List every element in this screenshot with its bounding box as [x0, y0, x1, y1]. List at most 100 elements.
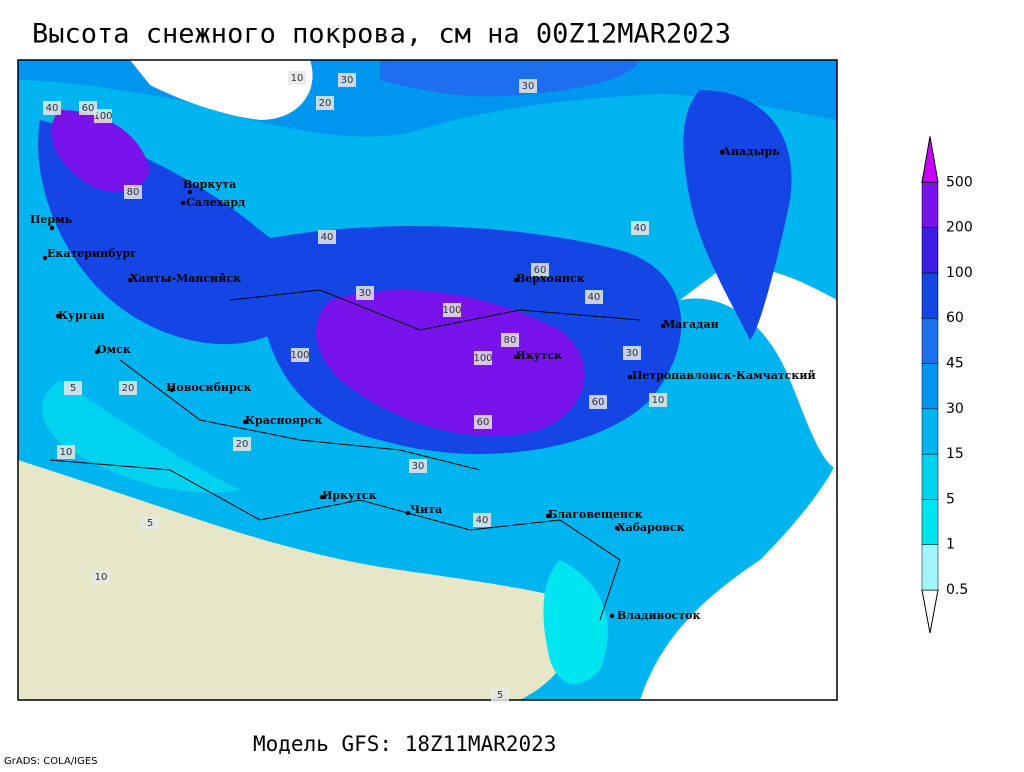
snow-south [41, 380, 241, 493]
model-label: Модель GFS: 18Z11MAR2023 [253, 732, 556, 756]
contour-label-box [316, 96, 334, 110]
contour-label-box [288, 71, 306, 85]
contour-label-box [92, 570, 110, 584]
credit: GrADS: COLA/IGES [4, 756, 98, 767]
contour-label-box [519, 79, 537, 93]
contour-label: 100 [442, 305, 461, 316]
contour-label-box [79, 101, 97, 115]
city-dot [180, 200, 186, 206]
map [18, 60, 837, 700]
contour-label-box [43, 101, 61, 115]
city-dot [49, 225, 55, 231]
contour-label: 40 [46, 103, 59, 114]
contour-label-box [531, 263, 549, 277]
city-label: Петропавловск-Камчатский [632, 369, 816, 382]
contour-label: 30 [341, 75, 354, 86]
contour-label: 60 [534, 265, 547, 276]
city-dot [55, 313, 61, 319]
contour-label-box [338, 73, 356, 87]
contour-label: 40 [476, 515, 489, 526]
city-label: Хабаровск [617, 521, 684, 534]
colorbar-label: 500 [946, 174, 973, 190]
city-label: Чита [410, 503, 442, 516]
city-dot [169, 387, 175, 393]
contour-label: 20 [122, 383, 135, 394]
contour-label: 30 [522, 81, 535, 92]
colorbar-label: 0.5 [946, 582, 968, 598]
snow-chukotka [683, 90, 792, 340]
city-label: Иркутск [322, 489, 377, 502]
city-label: Омск [97, 343, 131, 356]
contour-label: 40 [321, 232, 334, 243]
city-label: Курган [58, 309, 105, 322]
colorbar-label: 60 [946, 310, 964, 326]
contour-label: 40 [634, 223, 647, 234]
city-dot [513, 277, 519, 283]
colorbar-bin [921, 453, 939, 500]
contour-label-box [64, 381, 82, 395]
contour-label-box [473, 513, 491, 527]
city-label: Якутск [516, 349, 562, 362]
title: Высота снежного покрова, см на 00Z12MAR2… [32, 19, 731, 50]
contour-label-box [491, 688, 509, 702]
city-dot [627, 374, 633, 380]
contour-label: 100 [290, 350, 309, 361]
contour-label-box [356, 286, 374, 300]
contour-label-box [141, 516, 159, 530]
city-dot [127, 277, 133, 283]
contour-label: 40 [588, 292, 601, 303]
city-dot [513, 354, 519, 360]
contour-label-box [233, 437, 251, 451]
city-label: Новосибирск [166, 381, 251, 394]
colorbar-bin [921, 499, 939, 545]
colorbar-over [921, 136, 939, 183]
city-label: Анадырь [722, 145, 780, 158]
colorbar-bin [921, 363, 939, 410]
pacific [640, 460, 837, 700]
city-dot [405, 510, 411, 516]
colorbar-label: 30 [946, 401, 964, 417]
city-dot [242, 419, 248, 425]
contour-label-box [474, 415, 492, 429]
city-label: Благовещенск [548, 508, 643, 521]
contour-label: 30 [412, 461, 425, 472]
contour-label-box [94, 109, 112, 123]
snow-primorye [543, 560, 608, 684]
contour-label-box [57, 445, 75, 459]
city-label: Екатеринбург [47, 247, 137, 260]
contour-label: 20 [236, 439, 249, 450]
colorbar-bin [921, 317, 939, 364]
colorbar-label: 15 [946, 446, 964, 462]
city-dot [42, 255, 48, 261]
city-dot [609, 613, 615, 619]
borders [49, 289, 641, 621]
sea-ice [380, 60, 640, 97]
contour-label: 100 [473, 353, 492, 364]
colorbar-under [921, 589, 939, 634]
city-label: Магадан [663, 318, 719, 331]
contour-label: 10 [60, 447, 73, 458]
city-label: Салехард [186, 196, 245, 209]
contour-label: 60 [477, 417, 490, 428]
contour-label-box [119, 381, 137, 395]
contour-label-box [585, 290, 603, 304]
contour-label: 20 [319, 98, 332, 109]
contour-label: 10 [95, 572, 108, 583]
contour-label: 10 [291, 73, 304, 84]
colorbar-label: 200 [946, 220, 973, 236]
city-dot [660, 323, 666, 329]
city-dot [187, 189, 193, 195]
city-label: Воркута [183, 178, 236, 191]
contour-label: 60 [82, 103, 95, 114]
contour-label-box [409, 459, 427, 473]
colorbar-label: 5 [946, 491, 955, 507]
snow-deep [316, 290, 585, 437]
city-dot [545, 513, 551, 519]
contour-label-box [291, 348, 309, 362]
contour-label-box [631, 221, 649, 235]
colorbar-label: 100 [946, 265, 973, 281]
contour-label: 30 [626, 348, 639, 359]
contour-label: 60 [592, 397, 605, 408]
